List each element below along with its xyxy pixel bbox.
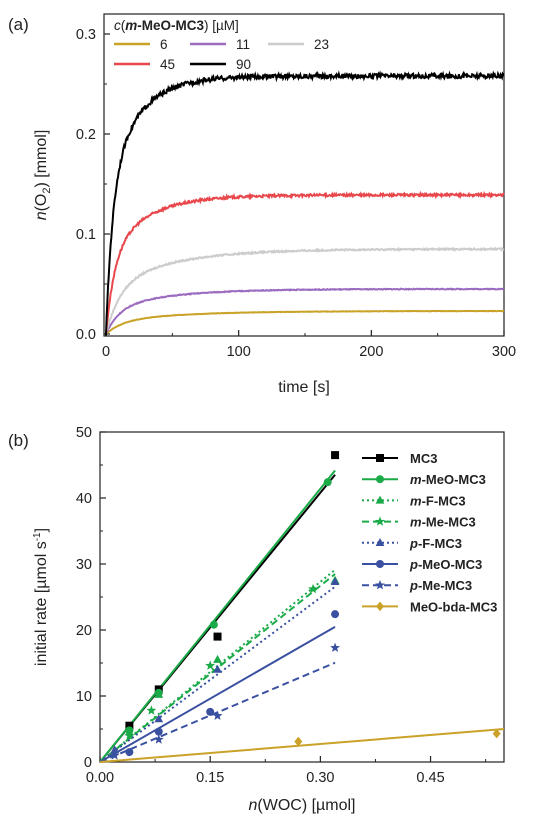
b-data-point [206,707,215,716]
b-ytick-label: 0 [84,755,92,771]
b-data-point [110,745,120,754]
a-series-line-11 [105,287,505,335]
plot-b-axes: 0.00 0.15 0.30 0.45 0 10 20 30 40 50 [76,425,487,786]
a-ytick-label: 0.3 [76,27,96,43]
a-xtick-label: 100 [227,344,251,360]
b-ytick-label: 20 [76,623,92,639]
b-xtick-label: 0.15 [196,770,224,786]
b-data-point [154,714,164,723]
b-data-point [331,451,340,460]
b-data-point [154,689,164,698]
b-legend-label: MeO-bda-MC3 [410,599,497,614]
a-series-line-45 [105,190,505,335]
b-legend-marker [375,580,385,590]
b-data-point [213,654,222,663]
b-legend-marker [376,560,384,568]
a-legend-label: 23 [314,37,329,52]
a-ytick-label: 0.0 [76,327,96,343]
b-legend-label: p-Me-MC3 [409,578,472,593]
plot-b-ylabel: initial rate [µmol s-1] [32,528,50,666]
b-data-point [492,728,501,739]
plot-b-points [109,451,501,760]
b-data-point [308,583,318,594]
a-ytick-label: 0.1 [76,227,96,243]
plot-b-xlabel: n(WOC) [µmol] [249,797,356,814]
b-data-point [331,610,340,619]
a-ytick-label: 0.2 [76,127,96,143]
a-series-line-23 [105,246,505,335]
b-legend-label: p-F-MC3 [409,536,462,551]
a-legend-label: 45 [160,57,175,72]
a-legend-label: 11 [236,37,250,52]
b-legend-marker [376,601,384,612]
b-ytick-label: 50 [76,425,92,441]
plot-a-legend-title: c(m-MeO-MC3) [µM] [114,18,239,33]
b-legend-marker [375,495,385,504]
plot-a-xlabel: time [s] [278,379,330,396]
a-xtick-label: 0 [102,344,110,360]
plot-a-axes: 0 100 200 300 0.0 0.1 0.2 0.3 [76,27,516,360]
b-data-point [153,734,164,744]
a-series-line-90 [105,70,505,336]
b-xtick-label: 0.45 [416,770,444,786]
b-ytick-label: 30 [76,557,92,573]
b-data-point [323,478,332,487]
b-fit-line [99,727,505,763]
b-legend-marker [375,516,385,526]
plot-a-frame [103,13,505,337]
b-data-point [154,727,163,736]
b-data-point [146,705,157,715]
b-data-point [330,642,340,653]
plot-a-series [105,70,505,336]
plot-a-legend: 6 11 23 45 90 [114,37,329,72]
b-xtick-label: 0.00 [86,770,114,786]
b-data-point [124,730,135,740]
b-fit-line [99,469,336,763]
b-legend-marker [376,454,384,462]
a-xtick-label: 300 [492,344,516,360]
b-legend-label: m-Me-MC3 [410,515,476,530]
b-legend-marker [376,475,384,484]
b-fit-line [99,625,336,763]
b-data-point [209,620,218,629]
b-data-point [212,710,223,721]
b-ytick-label: 10 [76,689,92,705]
b-data-point [294,736,303,747]
b-legend-label: m-MeO-MC3 [410,472,486,487]
a-xtick-label: 200 [359,344,383,360]
a-legend-label: 90 [236,57,251,72]
b-data-point [330,577,340,586]
b-legend-label: MC3 [410,451,437,466]
panel-b: (b) 0.00 0.15 0.30 0.45 0 10 20 30 40 50 n(WOC) [… [8,425,505,814]
b-ytick-label: 40 [76,491,92,507]
panel-a: (a) 0 100 200 300 0.0 0.1 0.2 0.3 time [s] n(O2… [8,13,516,396]
b-fit-line [99,585,336,763]
b-legend-label: p-MeO-MC3 [409,557,482,572]
b-data-point [213,664,222,673]
b-data-point [205,660,216,670]
a-legend-label: 6 [160,37,168,52]
b-legend-marker [375,538,385,546]
panel-a-label: (a) [8,15,29,34]
b-data-point [213,632,222,641]
panel-b-label: (b) [8,431,29,450]
b-fit-line [99,573,336,763]
b-legend-label: m-F-MC3 [410,493,466,508]
plot-b-fit-lines [99,469,505,763]
b-data-point [109,750,120,760]
b-data-point [125,748,134,757]
b-data-point [125,721,134,730]
plot-a-ylabel: n(O2) [mmol] [33,130,53,221]
a-series-line-6 [105,309,505,335]
plot-b-legend: MC3 m-MeO-MC3 m-F-MC3 m-Me-MC3 p-F-MC3 p-MeO-… [362,451,497,614]
b-xtick-label: 0.30 [306,770,334,786]
